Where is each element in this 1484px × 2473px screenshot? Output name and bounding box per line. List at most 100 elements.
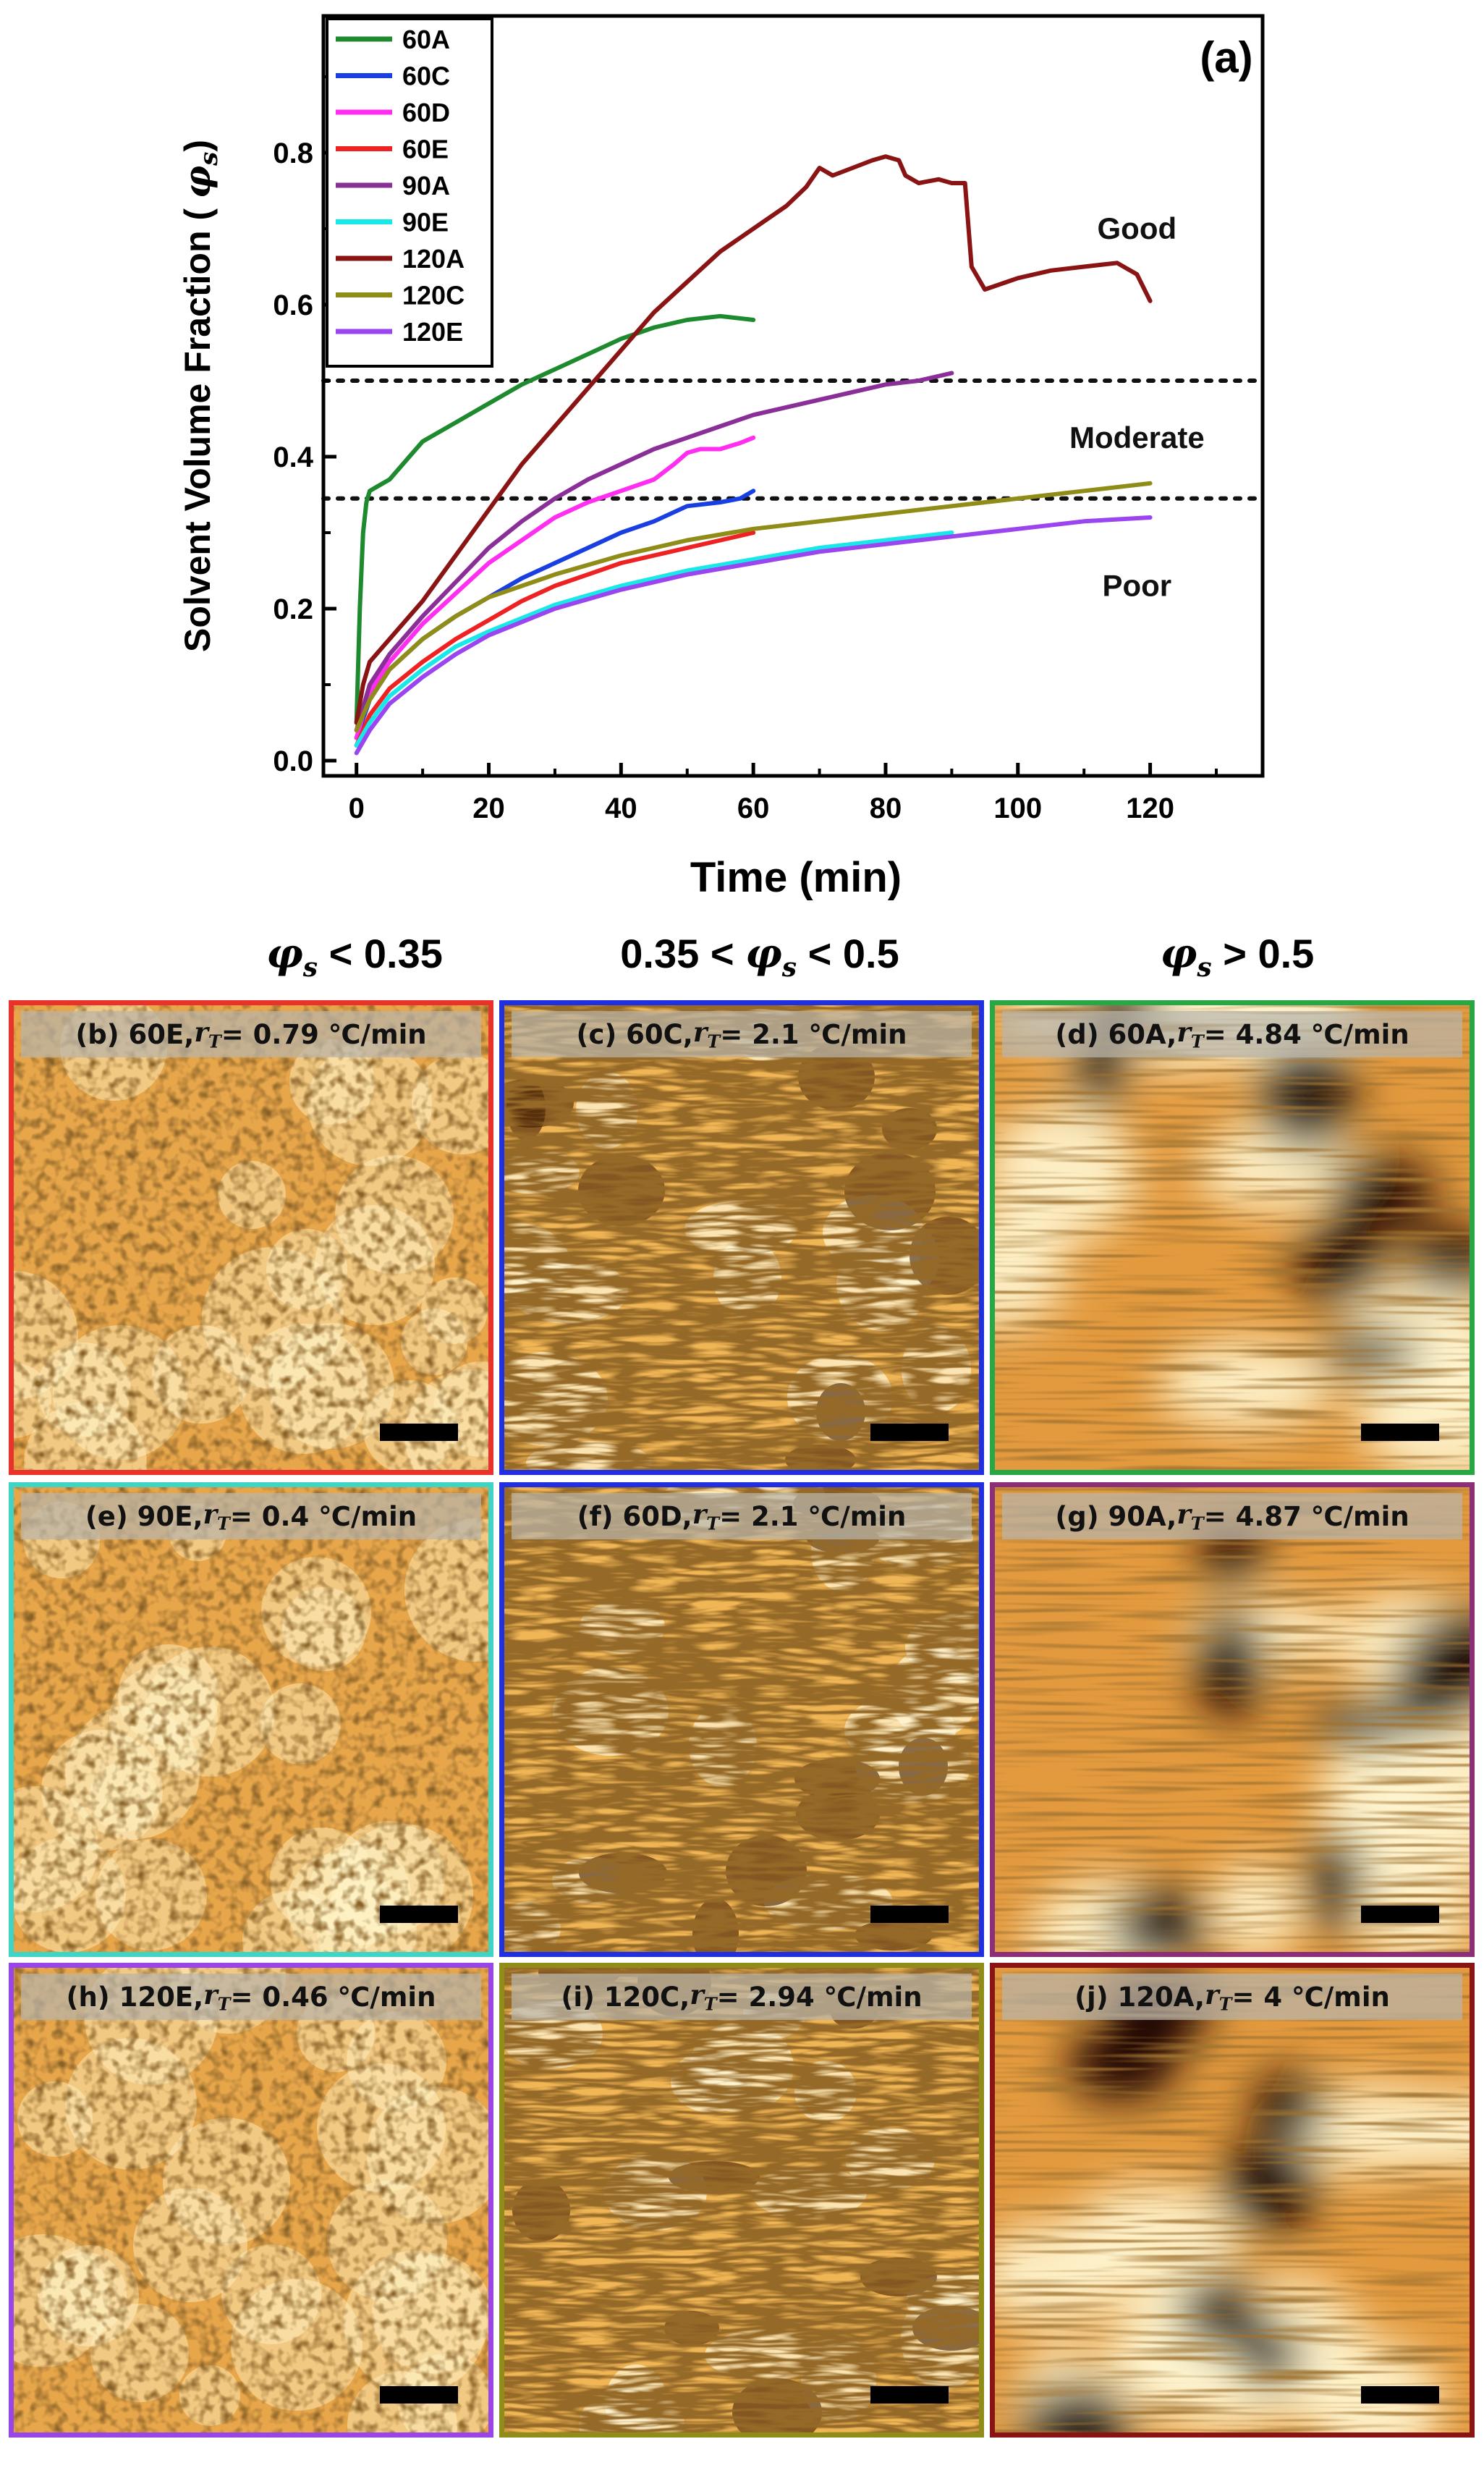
panel-label-g: (g) 90A, rT = 4.87 ℃/min	[1002, 1493, 1462, 1539]
panel-label-h: (h) 120E, rT = 0.46 ℃/min	[21, 1974, 481, 2020]
panel-label-f: (f) 60D, rT = 2.1 ℃/min	[512, 1493, 972, 1539]
panel-label-text-b: (b) 60E,	[75, 1018, 195, 1050]
column-header-poor: φs < 0.35	[123, 930, 586, 983]
panel-rate-text-f: = 2.1 ℃/min	[719, 1500, 907, 1532]
afm-panel-c: (c) 60C, rT = 2.1 ℃/min	[499, 1000, 984, 1475]
series-line-90E	[354, 530, 954, 748]
x-axis-label: Time (min)	[690, 854, 902, 901]
panel-label-i: (i) 120C, rT = 2.94 ℃/min	[512, 1974, 972, 2020]
y-tick-label-2: 0.4	[273, 441, 313, 473]
x-tick-label-80: 80	[870, 792, 902, 824]
panel-label-a: (a)	[1200, 33, 1252, 82]
series-line-120A	[354, 154, 1153, 725]
phi-symbol: φs	[266, 930, 318, 984]
afm-texture-g	[995, 1487, 1470, 1952]
afm-texture-i	[504, 1968, 979, 2432]
scale-bar	[380, 2386, 458, 2404]
y-tick-label-1: 0.2	[273, 593, 313, 625]
column-header-moderate-pre: 0.35 <	[620, 931, 746, 976]
plot-frame	[321, 14, 1265, 778]
afm-panel-g: (g) 90A, rT = 4.87 ℃/min	[990, 1482, 1475, 1957]
afm-texture-f	[504, 1487, 979, 1952]
solvent-fraction-chart: 0 20 40 60 80 100 120 0.0 0.2 0.4 0.6 0.8 Good Moder…	[176, 14, 1265, 901]
afm-texture-e	[14, 1487, 488, 1952]
legend-label-60A: 60A	[402, 25, 450, 54]
panel-label-text-g: (g) 90A,	[1055, 1500, 1177, 1532]
afm-panel-i: (i) 120C, rT = 2.94 ℃/min	[499, 1963, 984, 2438]
panel-label-text-f: (f) 60D,	[577, 1500, 692, 1532]
y-tick-label-4: 0.8	[273, 138, 313, 169]
region-label-poor: Poor	[1102, 569, 1171, 603]
afm-panel-h: (h) 120E, rT = 0.46 ℃/min	[9, 1963, 493, 2438]
panel-label-d: (d) 60A, rT = 4.84 ℃/min	[1002, 1011, 1462, 1057]
column-header-good-text: > 0.5	[1211, 931, 1315, 976]
region-label-moderate: Moderate	[1069, 420, 1205, 455]
rate-symbol: rT	[203, 1979, 231, 2015]
panel-rate-text-b: = 0.79 ℃/min	[221, 1018, 427, 1050]
afm-texture-d	[995, 1005, 1470, 1470]
panel-rate-text-i: = 2.94 ℃/min	[716, 1981, 923, 2013]
legend-label-90A: 90A	[402, 171, 450, 200]
rate-symbol: rT	[194, 1016, 221, 1052]
x-tick-label-20: 20	[472, 792, 505, 824]
series-line-60C	[354, 489, 756, 740]
column-header-poor-text: < 0.35	[318, 931, 443, 976]
rate-symbol: rT	[690, 1979, 717, 2015]
legend-label-60C: 60C	[402, 62, 450, 91]
y-axis-label: Solvent Volume Fraction ( φs)	[176, 140, 224, 652]
rate-symbol: rT	[692, 1498, 720, 1534]
scale-bar	[1361, 1424, 1439, 1441]
legend-label-60D: 60D	[402, 98, 450, 127]
column-header-moderate: 0.35 < φs < 0.5	[528, 930, 991, 983]
rate-symbol: rT	[692, 1016, 721, 1052]
afm-panel-e: (e) 90E, rT = 0.4 ℃/min	[9, 1482, 493, 1957]
panel-label-text-e: (e) 90E,	[85, 1500, 203, 1532]
y-axis-label-text: Solvent Volume Fraction (	[177, 208, 218, 652]
panel-label-c: (c) 60C, rT = 2.1 ℃/min	[512, 1011, 972, 1057]
panel-rate-text-d: = 4.84 ℃/min	[1203, 1018, 1409, 1050]
afm-texture-c	[504, 1005, 979, 1470]
scale-bar	[870, 2386, 949, 2404]
region-label-good: Good	[1098, 211, 1177, 245]
panel-label-text-i: (i) 120C,	[561, 1981, 690, 2013]
panel-rate-text-j: = 4 ℃/min	[1231, 1981, 1390, 2013]
phi-symbol: φs	[745, 930, 797, 984]
panel-rate-text-c: = 2.1 ℃/min	[720, 1018, 907, 1050]
scale-bar	[380, 1424, 458, 1441]
series-line-90A	[354, 371, 954, 732]
panel-label-e: (e) 90E, rT = 0.4 ℃/min	[21, 1493, 481, 1539]
x-tick-label-60: 60	[737, 792, 770, 824]
afm-texture-j	[995, 1968, 1470, 2432]
x-tick-label-100: 100	[993, 792, 1042, 824]
series-line-60E	[354, 530, 756, 748]
rate-symbol: rT	[1205, 1979, 1232, 2015]
series-line-120E	[354, 515, 1153, 756]
legend-label-120A: 120A	[402, 244, 465, 274]
panel-label-text-c: (c) 60C,	[576, 1018, 693, 1050]
panel-label-text-j: (j) 120A,	[1074, 1981, 1205, 2013]
scale-bar	[870, 1424, 949, 1441]
afm-panel-b: (b) 60E, rT = 0.79 ℃/min	[9, 1000, 493, 1475]
scale-bar	[1361, 1906, 1439, 1923]
panel-label-b: (b) 60E, rT = 0.79 ℃/min	[21, 1011, 481, 1057]
x-tick-label-120: 120	[1126, 792, 1174, 824]
x-tick-label-40: 40	[605, 792, 637, 824]
y-axis-label-close: )	[177, 140, 218, 152]
rate-symbol: rT	[203, 1498, 230, 1534]
panel-rate-text-e: = 0.4 ℃/min	[229, 1500, 417, 1532]
legend-label-60E: 60E	[402, 135, 449, 164]
panel-label-text-d: (d) 60A,	[1055, 1018, 1177, 1050]
series-line-60A	[354, 313, 756, 725]
series-line-120C	[354, 481, 1153, 732]
afm-texture-h	[14, 1968, 488, 2432]
panel-label-j: (j) 120A, rT = 4 ℃/min	[1002, 1974, 1462, 2020]
x-tick-label-0: 0	[349, 792, 365, 824]
panel-rate-text-h: = 0.46 ℃/min	[230, 1981, 436, 2013]
y-axis-label-sub: s	[195, 152, 224, 166]
scale-bar	[870, 1906, 949, 1923]
y-axis-label-phi: φ	[176, 166, 219, 198]
afm-panel-j: (j) 120A, rT = 4 ℃/min	[990, 1963, 1475, 2438]
afm-panel-d: (d) 60A, rT = 4.84 ℃/min	[990, 1000, 1475, 1475]
rate-symbol: rT	[1176, 1016, 1204, 1052]
column-header-moderate-post: < 0.5	[797, 931, 899, 976]
